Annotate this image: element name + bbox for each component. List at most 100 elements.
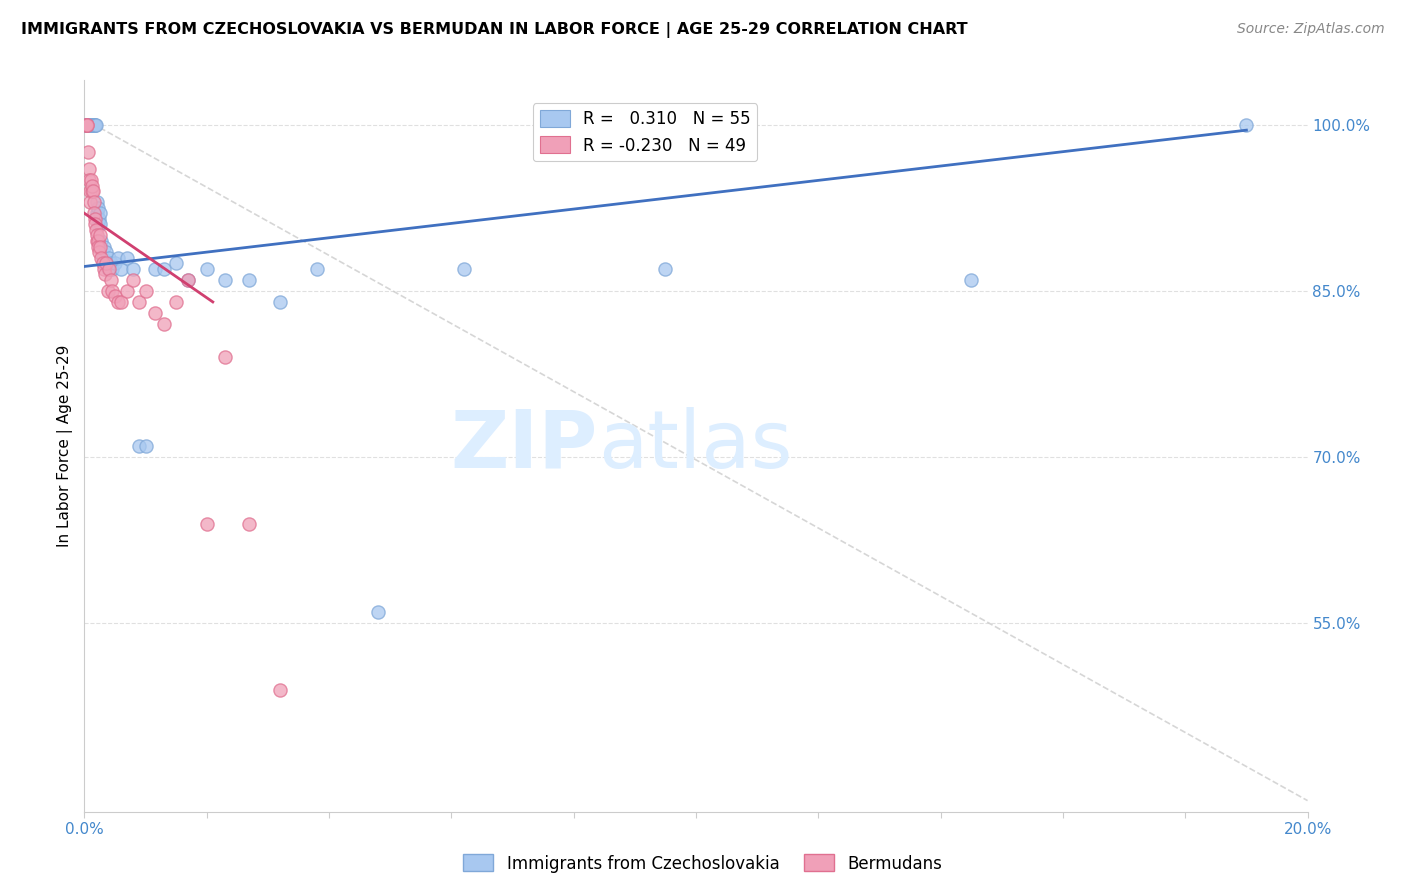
Point [97,261,120,276]
Point [76,118,98,132]
Point [76,118,98,132]
Point [75,118,97,132]
Point [128,439,150,453]
Point [195,516,218,531]
Point [89,228,111,243]
Legend: R =   0.310   N = 55, R = -0.230   N = 49: R = 0.310 N = 55, R = -0.230 N = 49 [533,103,758,161]
Point [654,261,676,276]
Point [214,351,236,365]
Point [100,273,122,287]
Point [135,284,157,298]
Point [269,294,291,309]
Point [90,251,112,265]
Point [87,234,110,248]
Point [93,261,115,276]
Point [77,118,100,132]
Point [77,161,100,176]
Point [195,261,218,276]
Point [87,239,110,253]
Point [80,173,103,187]
Point [214,273,236,287]
Point [84,118,107,132]
Text: Source: ZipAtlas.com: Source: ZipAtlas.com [1237,22,1385,37]
Point [89,206,111,220]
Point [96,256,118,270]
Point [79,195,101,210]
Point [87,245,110,260]
Point [87,201,110,215]
Point [110,294,132,309]
Point [110,261,132,276]
Point [89,239,111,253]
Point [87,218,110,232]
Point [93,239,115,253]
Point [128,294,150,309]
Point [1236,118,1258,132]
Point [83,118,105,132]
Point [960,273,983,287]
Point [77,145,100,160]
Point [101,284,124,298]
Point [83,211,105,226]
Point [86,228,108,243]
Point [107,294,129,309]
Point [86,195,108,210]
Point [83,118,105,132]
Point [84,223,107,237]
Point [77,173,100,187]
Point [115,284,138,298]
Y-axis label: In Labor Force | Age 25-29: In Labor Force | Age 25-29 [58,345,73,547]
Point [238,273,260,287]
Point [84,218,107,232]
Point [76,118,98,132]
Point [153,317,176,331]
Point [82,178,104,193]
Point [143,306,166,320]
Point [107,251,129,265]
Point [87,211,110,226]
Point [94,267,117,281]
Point [367,605,389,619]
Point [165,256,187,270]
Text: atlas: atlas [598,407,793,485]
Point [83,118,105,132]
Point [135,439,157,453]
Point [86,234,108,248]
Point [269,682,291,697]
Point [97,251,120,265]
Point [153,261,176,276]
Point [83,206,105,220]
Point [165,294,187,309]
Point [80,118,103,132]
Point [82,184,104,198]
Point [79,118,101,132]
Point [91,256,114,270]
Point [104,256,127,270]
Point [86,206,108,220]
Point [115,251,138,265]
Point [238,516,260,531]
Point [77,118,100,132]
Point [79,184,101,198]
Point [82,118,104,132]
Point [91,251,114,265]
Point [89,218,111,232]
Point [77,118,100,132]
Legend: Immigrants from Czechoslovakia, Bermudans: Immigrants from Czechoslovakia, Bermudan… [457,847,949,880]
Text: IMMIGRANTS FROM CZECHOSLOVAKIA VS BERMUDAN IN LABOR FORCE | AGE 25-29 CORRELATIO: IMMIGRANTS FROM CZECHOSLOVAKIA VS BERMUD… [21,22,967,38]
Point [76,118,98,132]
Point [94,256,117,270]
Point [80,118,103,132]
Point [97,284,120,298]
Point [83,195,105,210]
Point [75,118,97,132]
Point [101,261,124,276]
Point [75,118,97,132]
Text: ZIP: ZIP [451,407,598,485]
Point [104,289,127,303]
Point [143,261,166,276]
Point [82,118,104,132]
Point [84,118,107,132]
Point [90,234,112,248]
Point [100,256,122,270]
